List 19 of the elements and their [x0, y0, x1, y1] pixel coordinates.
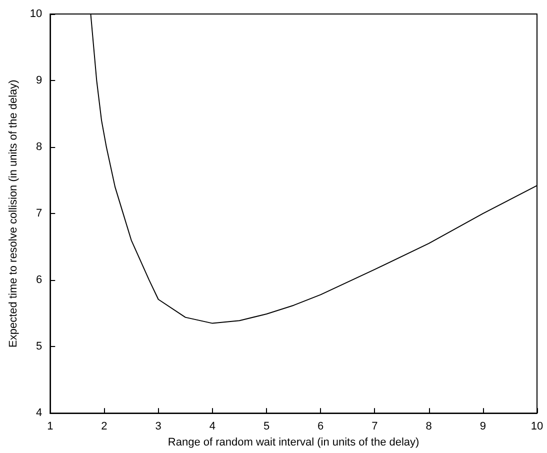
- x-tick-label: 10: [530, 420, 544, 433]
- x-tick-label: 4: [209, 420, 216, 433]
- x-tick-label: 8: [426, 420, 432, 433]
- y-tick-label: 10: [30, 8, 42, 20]
- x-tick-label: 7: [372, 420, 378, 433]
- x-tick-label: 5: [263, 420, 270, 433]
- x-tick-label: 3: [155, 420, 162, 433]
- x-tick-label: 1: [47, 420, 54, 433]
- y-tick-label: 6: [36, 274, 42, 286]
- y-tick-label: 7: [36, 208, 42, 220]
- y-tick-label: 4: [36, 407, 42, 420]
- y-axis-title: Expected time to resolve collision (in units of the delay): [8, 80, 20, 348]
- x-tick-label: 6: [318, 420, 324, 433]
- y-tick-label: 9: [36, 74, 42, 87]
- x-tick-label: 2: [101, 420, 108, 433]
- x-tick-label: 9: [480, 420, 486, 433]
- y-tick-label: 5: [36, 340, 42, 353]
- x-axis-title: Range of random wait interval (in units of the delay): [168, 436, 420, 448]
- y-tick-label: 8: [36, 141, 42, 154]
